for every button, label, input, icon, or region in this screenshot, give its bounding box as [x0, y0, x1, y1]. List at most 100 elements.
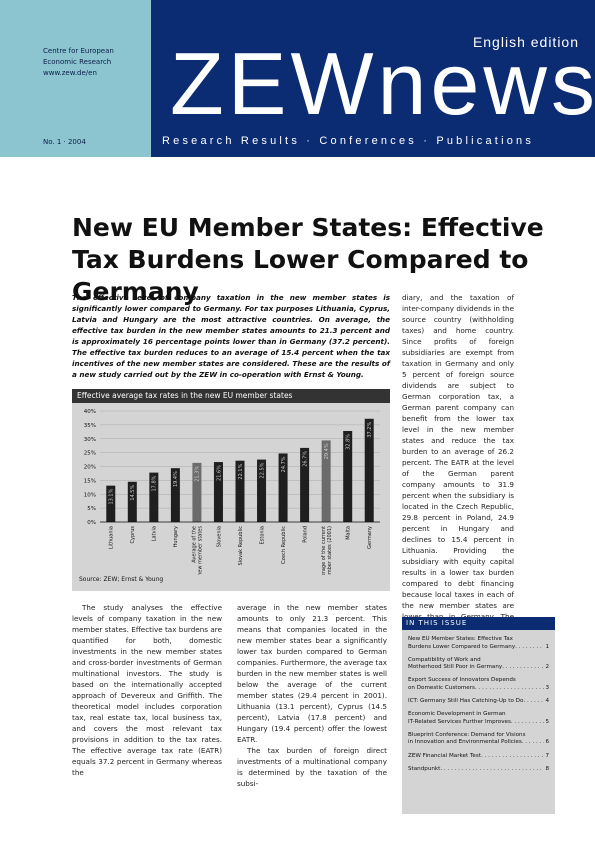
org-line: Economic Research	[43, 58, 112, 66]
chart-category-label: Latvia	[152, 526, 158, 541]
org-line: Centre for European	[43, 47, 114, 55]
chart-bar	[257, 459, 267, 522]
chart-category-label: Estonia	[259, 526, 265, 544]
chart-category-label: Poland	[302, 526, 308, 543]
org-website-link[interactable]: www.zew.de/en	[43, 69, 97, 77]
toc-leader-dots	[481, 753, 544, 761]
toc-title: IN THIS ISSUE	[402, 617, 555, 630]
chart-data-label: 21.3%	[195, 466, 201, 482]
toc-page-number: 2	[545, 664, 549, 671]
article-paragraph: average in the new member states amounts…	[237, 603, 387, 744]
chart-category-label: Czech Republic	[281, 526, 287, 564]
chart-data-label: 14.5%	[130, 485, 136, 501]
chart-bar	[149, 472, 159, 522]
toc-page-number: 3	[545, 684, 549, 691]
toc-leader-dots	[440, 766, 544, 774]
organization-info: Centre for European Economic Research ww…	[43, 46, 114, 79]
toc-item-title-line: in Innovation and Environmental Policies	[408, 739, 522, 746]
toc-page-number: 6	[545, 739, 549, 746]
toc-item[interactable]: Economic Development in German IT-Related…	[408, 711, 549, 726]
toc-item[interactable]: Export Success of Innovators Depends on D…	[408, 677, 549, 692]
toc-item-title-line: Compatibility of Work and	[408, 656, 481, 663]
article-lead: The effective level of company taxation …	[72, 293, 390, 379]
toc-item-title-line: Export Success of Innovators Depends	[408, 677, 516, 684]
toc-page-number: 7	[545, 752, 549, 759]
header-banner: English edition	[151, 0, 595, 157]
article-paragraph: The tax burden of foreign direct investm…	[237, 746, 387, 788]
chart-plot: 0% 5% 10% 15% 20% 25% 30% 35% 40% 13.1% Lithuania 1…	[84, 409, 380, 575]
chart-category-label: Average of the	[192, 526, 198, 563]
chart-y-tick-label: 0%	[87, 520, 96, 526]
toc-page-number: 8	[545, 765, 549, 772]
article-column-1: The study analyses the effective levels …	[72, 603, 222, 777]
chart-data-label: 26.7%	[302, 451, 308, 467]
chart-category-label: Germany	[367, 526, 373, 549]
toc-leader-dots	[502, 664, 544, 672]
chart-category-label: Average of the current	[321, 526, 327, 575]
chart-data-label: 17.8%	[152, 475, 158, 491]
chart-y-tick-label: 30%	[84, 437, 96, 443]
toc-list: New EU Member States: Effective Tax Burde…	[402, 630, 555, 773]
chart-bar	[106, 485, 116, 522]
chart-y-tick-label: 10%	[84, 492, 96, 498]
chart-data-label: 29.4%	[324, 443, 330, 459]
toc-leader-dots	[475, 685, 544, 693]
toc-item-title-line: Standpunkt	[408, 765, 441, 772]
chart-category-label: member states (2001)	[327, 526, 333, 575]
chart-bar	[192, 462, 202, 522]
chart-y-tick-label: 20%	[84, 465, 96, 471]
tax-rate-chart: Effective average tax rates in the new E…	[72, 389, 390, 591]
chart-bar	[364, 418, 374, 522]
toc-item[interactable]: ICT: Germany Still Has Catching-Up to Do…	[408, 698, 549, 706]
article-headline: New EU Member States: Effective Tax Burd…	[72, 213, 544, 306]
toc-page-number: 5	[545, 718, 549, 725]
chart-title: Effective average tax rates in the new E…	[72, 389, 390, 403]
toc-item[interactable]: ZEW Financial Market Test 7	[408, 753, 549, 761]
chart-y-tick-label: 40%	[84, 409, 96, 415]
toc-item[interactable]: Blueprint Conference: Demand for Visions…	[408, 732, 549, 747]
toc-page-number: 4	[545, 698, 549, 705]
chart-bar	[278, 453, 288, 522]
chart-data-label: 22.5%	[259, 462, 265, 478]
chart-bar	[235, 460, 245, 522]
chart-data-label: 37.2%	[367, 422, 373, 438]
toc-item[interactable]: New EU Member States: Effective Tax Burde…	[408, 636, 549, 651]
chart-category-label: Malta	[345, 526, 351, 540]
chart-category-label: Cyprus	[130, 526, 136, 544]
toc-item[interactable]: Standpunkt 8	[408, 766, 549, 774]
in-this-issue-box: IN THIS ISSUE New EU Member States: Effe…	[402, 617, 555, 814]
chart-category-label: Hungary	[173, 526, 179, 547]
chart-y-tick-label: 5%	[87, 506, 96, 512]
toc-item-title-line: IT-Related Services Further Improves	[408, 718, 511, 725]
toc-item-title-line: New EU Member States: Effective Tax	[408, 636, 513, 642]
edition-label: English edition	[472, 34, 579, 50]
toc-page-number: 1	[545, 643, 549, 650]
chart-bar	[321, 440, 331, 522]
toc-item-title-line: on Domestic Customers	[408, 684, 475, 691]
toc-leader-dots	[523, 698, 544, 706]
chart-category-label: Slovak Republic	[238, 526, 244, 566]
chart-data-label: 19.4%	[173, 471, 179, 487]
toc-item-title-line: Economic Development in German	[408, 711, 506, 718]
toc-item-title-line: ICT: Germany Still Has Catching-Up to Do	[408, 698, 524, 705]
chart-source: Source: ZEW; Ernst & Young	[79, 576, 164, 583]
toc-item-title-line: Motherhood Still Poor in Germany	[408, 664, 503, 671]
chart-data-label: 21.6%	[216, 465, 222, 481]
section-nav: Research Results · Conferences · Publica…	[162, 135, 535, 147]
article-column-2: average in the new member states amounts…	[237, 602, 387, 789]
toc-leader-dots	[522, 739, 545, 747]
chart-category-label: Slovenia	[216, 526, 222, 547]
chart-data-label: 24.7%	[281, 456, 287, 472]
toc-item[interactable]: Compatibility of Work and Motherhood Stil…	[408, 657, 549, 672]
chart-data-label: 32.8%	[345, 434, 351, 450]
chart-category-label: Lithuania	[109, 526, 115, 549]
chart-category-label: new member states	[198, 526, 204, 575]
header-left-panel: Centre for European Economic Research ww…	[0, 0, 151, 157]
chart-data-label: 22.1%	[238, 463, 244, 479]
chart-y-tick-label: 25%	[84, 451, 96, 457]
chart-data-label: 13.1%	[109, 488, 115, 504]
chart-bar	[213, 462, 223, 522]
toc-leader-dots	[515, 644, 544, 652]
brand-logo: ZEWnews	[170, 34, 595, 133]
chart-y-tick-label: 35%	[84, 423, 96, 429]
